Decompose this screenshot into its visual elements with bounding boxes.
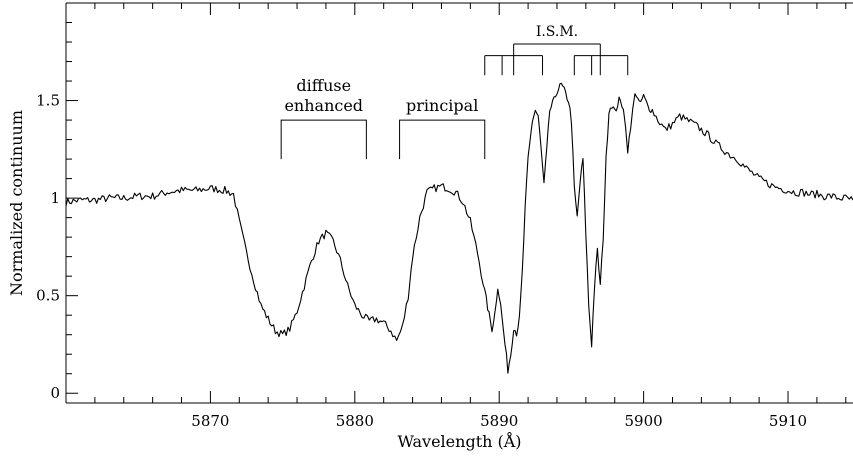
annotation-layer	[280, 43, 629, 160]
annotation-diffuse-line2: enhanced	[284, 96, 363, 115]
spectrum-line	[65, 82, 853, 374]
y-tick-label: 1.5	[36, 92, 60, 110]
annotation-ism-label: I.S.M.	[536, 24, 578, 40]
principal-bracket	[399, 119, 486, 160]
diffuse-bracket	[280, 119, 367, 160]
y-tick-label: 0.5	[36, 287, 60, 305]
series-layer	[65, 82, 853, 374]
y-tick-label: 1	[50, 189, 60, 207]
annotation-principal-label: principal	[406, 96, 478, 115]
x-tick-label: 5900	[625, 412, 663, 430]
axes-frame	[65, 2, 853, 404]
x-tick-label: 5890	[480, 412, 518, 430]
annotation-diffuse-line1: diffuse	[296, 76, 351, 95]
y-axis-label: Normalized continuum	[7, 110, 26, 296]
x-tick-label: 5910	[769, 412, 807, 430]
x-axis-label: Wavelength (Å)	[397, 431, 521, 451]
y-tick-label: 0	[50, 384, 60, 402]
x-tick-label: 5870	[191, 412, 229, 430]
axis-ticks: 5870 5880 5890 5900 5910 0 0.5 1 1.5	[36, 3, 847, 430]
x-tick-label: 5880	[336, 412, 374, 430]
